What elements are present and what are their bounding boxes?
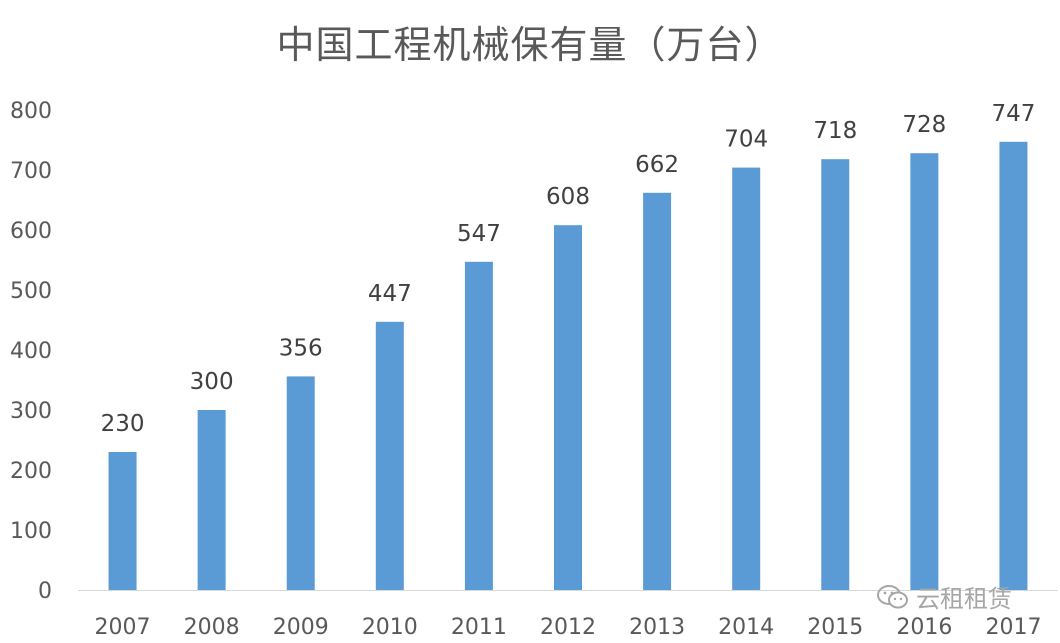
data-label: 608 xyxy=(546,184,590,210)
data-label: 356 xyxy=(279,335,323,361)
bar xyxy=(910,153,939,590)
data-label: 747 xyxy=(992,101,1036,127)
y-tick-label: 400 xyxy=(10,339,52,364)
x-tick-label: 2010 xyxy=(362,615,418,640)
x-tick-label: 2012 xyxy=(540,615,596,640)
data-label: 547 xyxy=(457,221,501,247)
x-tick-label: 2011 xyxy=(451,615,507,640)
x-tick-label: 2008 xyxy=(184,615,240,640)
data-label: 230 xyxy=(101,411,145,437)
wechat-icon xyxy=(877,584,908,608)
x-tick-label: 2016 xyxy=(896,615,952,640)
y-tick-label: 100 xyxy=(10,519,52,544)
y-tick-label: 500 xyxy=(10,279,52,304)
bar xyxy=(197,410,226,590)
data-label: 728 xyxy=(902,112,946,138)
data-label: 704 xyxy=(724,127,768,153)
bar xyxy=(464,261,493,590)
watermark-text: 云租租赁 xyxy=(916,585,1012,613)
y-tick-label: 0 xyxy=(38,579,52,604)
y-tick-label: 600 xyxy=(10,219,52,244)
bar xyxy=(732,167,761,590)
y-tick-label: 700 xyxy=(10,159,52,184)
x-tick-label: 2017 xyxy=(985,615,1041,640)
data-label: 662 xyxy=(635,152,679,178)
y-tick-label: 200 xyxy=(10,459,52,484)
chart-title: 中国工程机械保有量（万台） xyxy=(276,23,784,67)
bar xyxy=(821,159,850,590)
x-tick-label: 2007 xyxy=(95,615,151,640)
watermark: 云租租赁 xyxy=(876,579,1012,614)
bar xyxy=(554,225,582,590)
y-tick-label: 800 xyxy=(10,99,52,124)
x-tick-label: 2009 xyxy=(273,615,329,640)
data-label: 718 xyxy=(813,118,857,144)
bar xyxy=(286,376,315,590)
bar xyxy=(643,192,672,591)
data-label: 447 xyxy=(368,281,412,307)
x-tick-label: 2014 xyxy=(718,615,774,640)
x-tick-label: 2015 xyxy=(807,615,863,640)
data-label: 300 xyxy=(190,369,234,395)
x-tick-label: 2013 xyxy=(629,615,685,640)
y-tick-label: 300 xyxy=(10,399,52,424)
bar xyxy=(108,452,137,590)
bar xyxy=(375,321,404,590)
bar xyxy=(999,141,1028,591)
